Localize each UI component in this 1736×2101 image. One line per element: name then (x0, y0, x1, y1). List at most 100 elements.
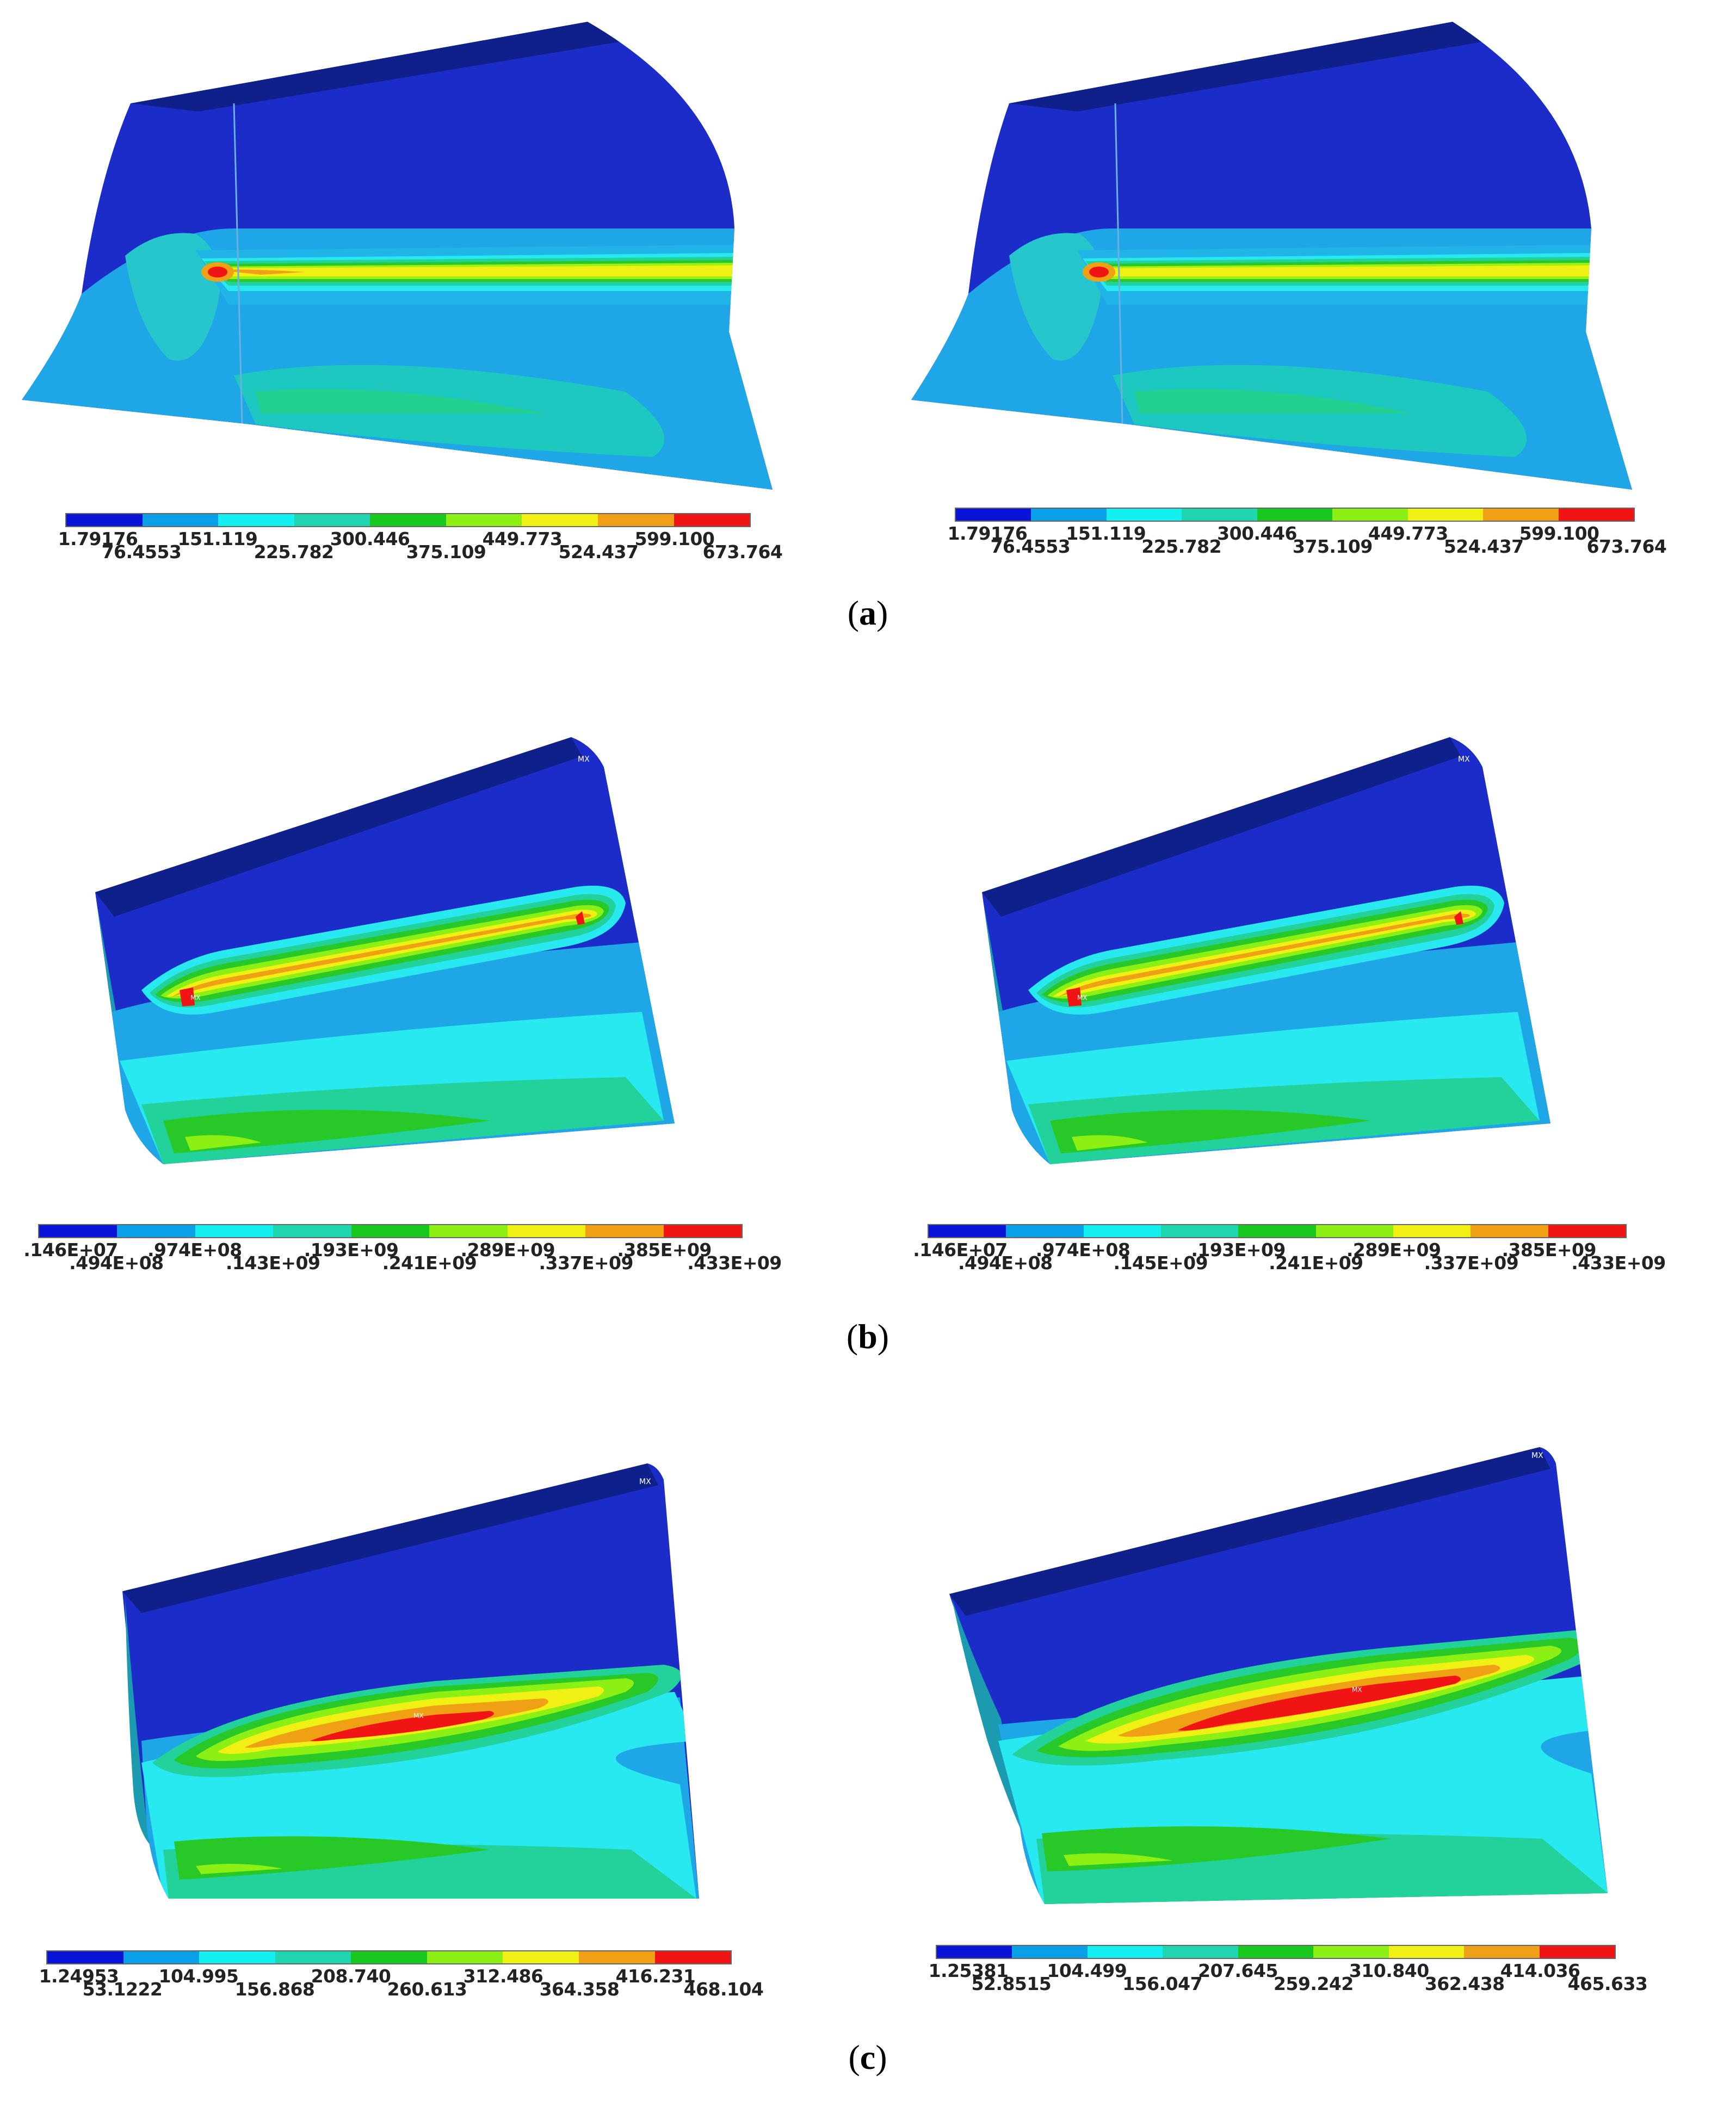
legend-value: 599.100 (634, 528, 715, 549)
color-bar-segment (1257, 509, 1333, 521)
color-bar-segment (929, 1225, 1006, 1237)
color-bar-segment (199, 1951, 275, 1963)
legend-value: 1.25381 (928, 1960, 1009, 1981)
legend-value: 156.868 (234, 1979, 315, 2000)
legend-value: 416.231 (615, 1966, 696, 1987)
color-bar-segment (429, 1225, 508, 1237)
legend-value: .289E+09 (460, 1239, 555, 1260)
legend-value: 524.437 (558, 541, 639, 563)
legend-value: .337E+09 (539, 1252, 633, 1274)
legend-c-left: 1.24953 53.1222 104.995 156.868 208.740 260.6… (39, 1950, 764, 2005)
mx-marker: MX (690, 102, 702, 111)
legend-value: 300.446 (330, 528, 410, 549)
color-bar-segment (1471, 1225, 1548, 1237)
legend-value: 468.104 (683, 1979, 764, 2000)
legend-value: 225.782 (1141, 536, 1222, 557)
color-bar-segment (503, 1951, 579, 1963)
color-bar-segment (1388, 1946, 1465, 1958)
legend-value: .193E+09 (1191, 1239, 1286, 1260)
color-bar-segment (1238, 1225, 1316, 1237)
panel-a-right: MX 1.79176 76.4553 151.119 225.782 300.446 37… (889, 0, 1736, 577)
caption-c: (c) (848, 2038, 887, 2077)
contour-plot-b-right: MX MX (982, 737, 1550, 1164)
legend-value: 449.773 (482, 528, 563, 549)
color-bar-segment (522, 514, 598, 526)
color-bar-segment (123, 1951, 200, 1963)
legend-value: .974E+08 (1035, 1239, 1130, 1260)
legend-value: 259.242 (1274, 1973, 1354, 1994)
legend-value: 76.4553 (990, 536, 1071, 557)
panel-b-left: MX MX .146E+07.494E+08.974E+08.143E+09.1… (0, 707, 868, 1278)
color-bar-segment (937, 1946, 1012, 1958)
color-bar-segment (294, 514, 370, 526)
color-bar (65, 513, 751, 527)
contour-plot-c-left: MX MX (122, 1463, 699, 1899)
panel-b-right: MX MX .146E+07.494E+08.974E+08.145E+09.1… (889, 707, 1736, 1278)
color-bar-segment (1464, 1946, 1540, 1958)
color-bar-segment (1407, 509, 1484, 521)
legend-value: .337E+09 (1424, 1252, 1519, 1274)
legend-value: 1.79176 (947, 523, 1028, 544)
color-bar-segment (1163, 1946, 1238, 1958)
color-bar-segment (218, 514, 294, 526)
legend-value: 375.109 (406, 541, 486, 563)
mx-marker: MX (578, 755, 590, 764)
color-bar-segment (1332, 509, 1408, 521)
legend-value: 156.047 (1122, 1973, 1203, 1994)
legend-value: .289E+09 (1346, 1239, 1441, 1260)
legend-value: 151.119 (1066, 523, 1146, 544)
color-bar (936, 1945, 1616, 1959)
color-bar-segment (351, 1225, 430, 1237)
color-bar-segment (1238, 1946, 1314, 1958)
legend-value: 208.740 (311, 1966, 391, 1987)
legend-value: 52.8515 (971, 1973, 1052, 1994)
legend-value: 53.1222 (82, 1979, 163, 2000)
color-bar-segment (663, 1225, 742, 1237)
color-bar-segment (117, 1225, 195, 1237)
legend-a-right: 1.79176 76.4553 151.119 225.782 300.446 375.1… (948, 508, 1667, 562)
legend-value: 151.119 (177, 528, 258, 549)
legend-value: 465.633 (1567, 1973, 1648, 1994)
mx-marker-min: MX (190, 994, 201, 1002)
color-bar (38, 1224, 743, 1238)
color-bar-segment (1315, 1225, 1393, 1237)
legend-value: 312.486 (463, 1966, 543, 1987)
mx-marker: MX (639, 1478, 651, 1486)
color-bar-segment (66, 514, 143, 526)
legend-value: .433E+09 (687, 1252, 782, 1274)
color-bar-segment (370, 514, 446, 526)
legend-value: .494E+08 (69, 1252, 164, 1274)
mx-marker-min: MX (1077, 994, 1088, 1002)
legend-value: .974E+08 (147, 1239, 242, 1260)
color-bar-segment (1483, 509, 1559, 521)
contour-plot-a-right: MX (911, 22, 1632, 490)
color-bar-segment (195, 1225, 274, 1237)
legend-value: .385E+09 (617, 1239, 712, 1260)
color-bar-segment (1558, 509, 1634, 521)
legend-value: 300.446 (1217, 523, 1297, 544)
panel-c-left: MX MX 1.24953 53.1222 104.995 156.868 208.74… (0, 1436, 868, 2013)
legend-value: 364.358 (539, 1979, 620, 2000)
color-bar-segment (47, 1951, 123, 1963)
legend-value: .145E+09 (1113, 1252, 1208, 1274)
color-bar-segment (1313, 1946, 1389, 1958)
color-bar-segment (1539, 1946, 1615, 1958)
legend-value: 260.613 (387, 1979, 467, 2000)
color-bar-segment (39, 1225, 118, 1237)
color-bar-segment (1393, 1225, 1471, 1237)
color-bar-segment (674, 514, 750, 526)
color-bar (46, 1950, 732, 1964)
legend-value: .146E+07 (913, 1239, 1008, 1260)
mx-marker: MX (1531, 1451, 1543, 1460)
color-bar-segment (273, 1225, 351, 1237)
panel-c-right: MX MX 1.25381 52.8515 104.499 156.047 207.64… (889, 1436, 1736, 2013)
legend-c-right: 1.25381 52.8515 104.499 156.047 207.645 259.2… (929, 1945, 1648, 1999)
color-bar-segment (597, 514, 674, 526)
color-bar-segment (1031, 509, 1107, 521)
color-bar-segment (275, 1951, 351, 1963)
legend-value: 673.764 (702, 541, 783, 563)
legend-value: 104.995 (158, 1966, 239, 1987)
contour-plot-a-left: MX (22, 22, 773, 490)
legend-value: 524.437 (1443, 536, 1524, 557)
mx-marker: MX (1572, 102, 1584, 111)
